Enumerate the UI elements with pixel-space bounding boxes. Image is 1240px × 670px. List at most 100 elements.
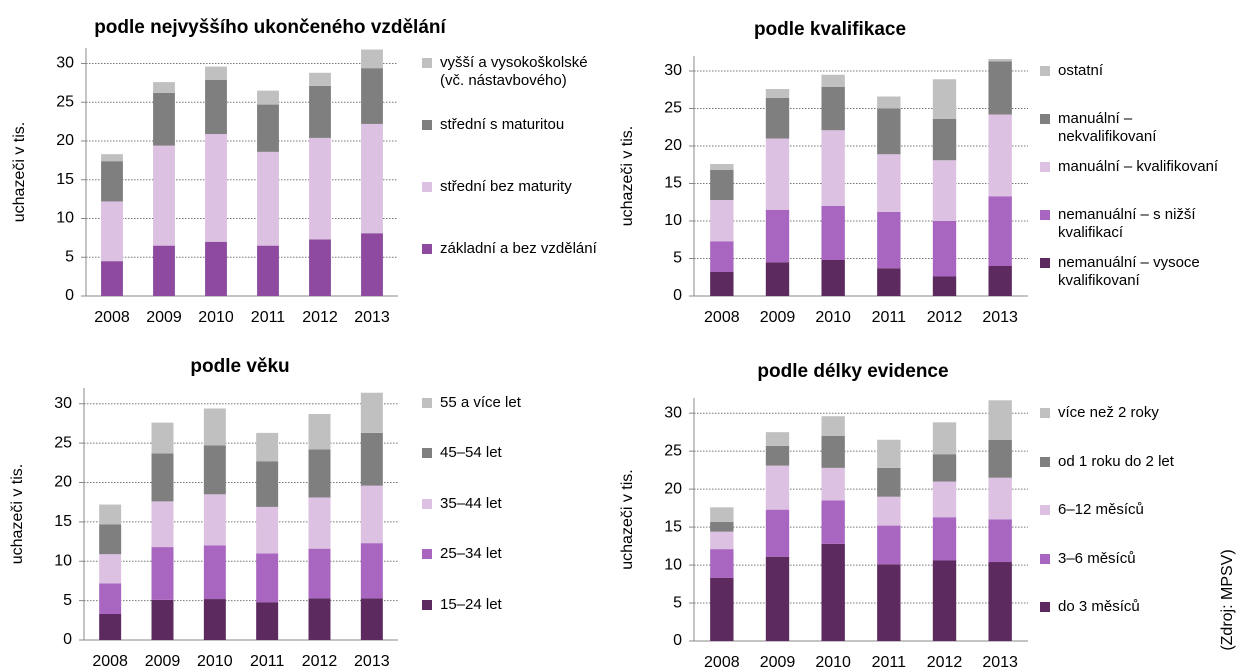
bar-segment [256,506,279,554]
bar-segment [151,599,174,640]
legend-item: 25–34 let [422,545,607,563]
bar-segment [360,485,383,544]
legend-swatch [422,244,432,254]
bar-segment [308,598,331,640]
bar-segment [203,599,226,640]
bar-segment [765,262,790,296]
bar-segment [309,137,331,240]
bar-segment [99,583,122,615]
y-tick-label: 15 [56,171,74,188]
bar-segment [877,467,901,497]
bar-segment [765,138,790,210]
bar-segment [710,241,734,272]
bar-segment [203,408,226,446]
chart-title: podle věku [190,356,289,377]
legend-item: 15–24 let [422,596,607,614]
bar-segment [932,221,957,277]
bar-segment [710,549,734,578]
bar-segment [256,461,279,507]
bar-segment [360,392,383,433]
y-tick-label: 20 [56,132,74,149]
y-tick-label: 30 [54,395,72,412]
legend-label: základní a bez vzdělání [440,240,597,257]
bar-segment [877,154,901,212]
y-tick-label: 10 [54,552,72,569]
x-tick-label: 2012 [302,653,338,670]
bar-segment [821,74,845,87]
bar-segment [932,517,957,561]
bar-segment [877,212,901,269]
legend-swatch [422,58,432,68]
bar-segment [821,206,845,260]
bar-segment [360,543,383,599]
legend-label: více než 2 roky [1058,404,1159,421]
bar-segment [877,439,901,468]
bar-segment [877,496,901,526]
y-tick-label: 5 [673,594,682,611]
bar-segment [256,432,279,462]
bar-segment [932,481,957,518]
bar-segment [988,59,1012,62]
bar-segment [988,562,1012,641]
bar-segment [932,276,957,296]
bar-segment [151,453,174,502]
x-tick-label: 2008 [94,309,130,326]
legend-label: vyšší a vysokoškolské (vč. nástavbového) [440,54,588,89]
bar-segment [988,196,1012,266]
legend-swatch [1040,602,1050,613]
y-tick-label: 20 [54,474,72,491]
bar-segment [205,79,227,135]
legend-item: 3–6 měsíců [1040,550,1220,568]
legend-item: do 3 měsíců [1040,598,1220,616]
bar-segment [988,519,1012,563]
legend-item: nemanuální – s nižší kvalifikací [1040,206,1230,242]
chart-title: podle nejvyššího ukončeného vzdělání [94,17,446,38]
legend-label: manuální – kvalifikovaní [1058,158,1219,175]
bar-segment [153,245,175,296]
bar-segment [153,145,175,246]
x-tick-label: 2012 [302,309,338,326]
x-tick-label: 2008 [704,654,740,670]
bar-segment [765,445,790,466]
bar-segment [256,602,279,640]
chart-title: podle délky evidence [757,361,948,382]
bar-segment [257,151,279,246]
legend-swatch [422,182,432,192]
legend-label: 15–24 let [440,595,502,613]
bar-segment [821,416,845,436]
x-tick-label: 2009 [760,309,796,326]
bar-segment [988,114,1012,197]
x-tick-label: 2009 [760,654,796,670]
y-tick-label: 0 [65,287,74,304]
y-tick-label: 25 [664,100,682,117]
y-tick-label: 15 [664,175,682,192]
bar-segment [932,454,957,482]
bar-segment [988,400,1012,440]
bar-segment [203,494,226,546]
bar-segment [765,432,790,446]
legend-item: nemanuální – vysoce kvalifikovaní [1040,254,1230,290]
legend-item: střední s maturitou [422,116,607,134]
bar-segment [710,164,734,170]
bar-segment [101,201,123,262]
legend-label: střední s maturitou [440,116,565,133]
x-tick-label: 2008 [704,309,740,326]
source: (Zdroj: MPSV) [1219,549,1236,650]
bar-segment [932,160,957,221]
x-tick-label: 2010 [197,653,233,670]
legend-swatch [1040,258,1050,268]
x-tick-label: 2009 [146,309,182,326]
x-tick-label: 2011 [872,309,907,326]
y-tick-label: 5 [673,250,682,267]
bar-segment [932,119,957,161]
bar-segment [765,209,790,263]
bar-segment [765,556,790,641]
bar-segment [309,239,331,296]
y-tick-label: 30 [664,62,682,79]
x-tick-label: 2012 [927,654,963,670]
y-tick-label: 15 [664,518,682,535]
bar-segment [877,525,901,565]
x-tick-label: 2009 [145,653,181,670]
